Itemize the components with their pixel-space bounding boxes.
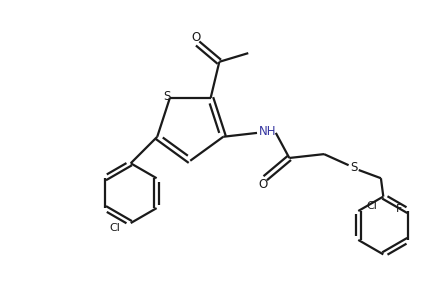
Text: F: F — [396, 204, 402, 214]
Text: O: O — [192, 31, 201, 44]
Text: Cl: Cl — [110, 223, 121, 233]
Text: S: S — [350, 161, 358, 174]
Text: Cl: Cl — [366, 201, 377, 211]
Text: S: S — [163, 90, 171, 103]
Text: NH: NH — [259, 125, 277, 139]
Text: O: O — [258, 178, 268, 191]
